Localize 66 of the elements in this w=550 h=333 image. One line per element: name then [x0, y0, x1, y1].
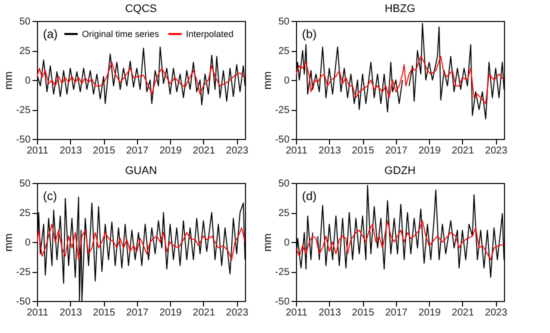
annotation: (d) — [302, 189, 317, 203]
x-tick-label: 2019 — [418, 146, 442, 156]
y-tick-label: -25 — [275, 105, 290, 116]
x-tick-label: 2015 — [352, 308, 375, 318]
y-tick-label: -25 — [275, 267, 290, 278]
y-tick-label: -50 — [275, 134, 290, 146]
y-tick-label: 50 — [19, 16, 31, 28]
x-tick-label: 2023 — [485, 146, 508, 156]
chart-title: HBZG — [384, 3, 416, 15]
x-tick-label: 2021 — [192, 308, 216, 318]
x-tick-label: 2013 — [60, 308, 82, 318]
y-tick-label: -50 — [16, 134, 31, 146]
x-tick-label: 2019 — [418, 308, 442, 318]
line-series — [296, 56, 504, 104]
chart-title: GDZH — [384, 165, 416, 177]
x-tick-label: 2021 — [452, 146, 474, 156]
x-tick-label: 2011 — [26, 146, 49, 156]
x-tick-label: 2013 — [318, 308, 342, 318]
y-tick-label: 25 — [278, 46, 290, 57]
x-tick-label: 2023 — [226, 146, 249, 156]
y-tick-label: 0 — [24, 238, 31, 248]
y-tick-label: 50 — [278, 178, 290, 190]
x-tick-label: 2011 — [286, 146, 308, 156]
y-tick-label: 50 — [278, 16, 290, 28]
y-tick-label: 25 — [19, 208, 31, 219]
x-tick-label: 2021 — [452, 308, 474, 318]
annotation: (c) — [43, 189, 57, 203]
x-tick-label: 2017 — [126, 308, 149, 318]
x-tick-label: 2013 — [60, 146, 82, 156]
y-tick-label: 25 — [19, 46, 31, 57]
y-axis-title: mm — [3, 233, 16, 252]
x-tick-label: 2011 — [26, 308, 49, 318]
x-tick-label: 2011 — [286, 308, 308, 318]
y-tick-label: 0 — [284, 238, 290, 248]
x-tick-label: 2023 — [226, 308, 249, 318]
y-tick-label: -25 — [16, 105, 31, 116]
line-series — [37, 62, 245, 95]
line-series — [296, 220, 504, 260]
y-tick-label: 0 — [284, 76, 290, 86]
y-tick-label: -25 — [16, 267, 31, 278]
x-tick-label: 2013 — [318, 146, 342, 156]
y-axis-title: mm — [262, 71, 274, 90]
y-axis-title: mm — [262, 233, 274, 252]
chart-title: GUAN — [125, 165, 157, 177]
y-tick-label: 50 — [19, 178, 31, 190]
annotation: (b) — [302, 27, 317, 41]
x-tick-label: 2019 — [159, 146, 182, 156]
y-tick-label: 0 — [24, 76, 31, 86]
x-tick-label: 2017 — [385, 146, 408, 156]
y-tick-label: -50 — [275, 296, 290, 308]
chart-title: CQCS — [125, 3, 157, 15]
x-tick-label: 2021 — [192, 146, 216, 156]
x-tick-label: 2015 — [92, 308, 116, 318]
y-tick-label: -50 — [16, 296, 31, 308]
x-tick-label: 2023 — [485, 308, 508, 318]
legend-label: Original time series — [82, 29, 160, 39]
x-tick-label: 2015 — [92, 146, 116, 156]
x-tick-label: 2017 — [126, 146, 149, 156]
x-tick-label: 2015 — [352, 146, 375, 156]
legend-label: Interpolated — [186, 29, 234, 39]
line-series — [37, 224, 245, 260]
y-tick-label: 25 — [278, 208, 290, 219]
annotation: (a) — [43, 27, 58, 41]
y-axis-title: mm — [3, 71, 16, 90]
x-tick-label: 2017 — [385, 308, 408, 318]
x-tick-label: 2019 — [159, 308, 182, 318]
